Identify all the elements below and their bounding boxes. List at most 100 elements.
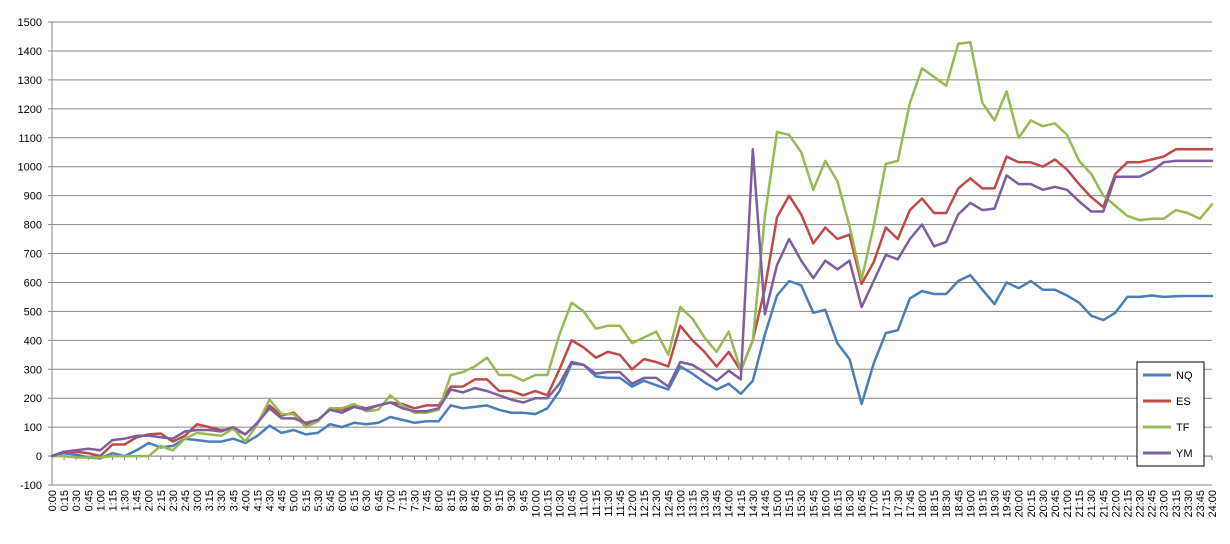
x-tick-label: 2:00 — [144, 490, 156, 511]
y-tick-label: 1000 — [18, 162, 42, 174]
x-tick-label: 13:15 — [687, 490, 699, 518]
x-tick-label: 2:30 — [168, 490, 180, 511]
y-tick-label: 1200 — [18, 104, 42, 116]
x-tick-label: 12:00 — [627, 490, 639, 518]
y-tick-label: 400 — [24, 335, 42, 347]
x-tick-label: 6:45 — [373, 490, 385, 511]
legend-label-ym: YM — [1176, 448, 1193, 460]
series-lines — [50, 41, 1214, 460]
x-tick-label: 9:00 — [482, 490, 494, 511]
x-tick-label: 12:45 — [663, 490, 675, 518]
x-tick-label: 9:15 — [494, 490, 506, 511]
y-tick-label: 1300 — [18, 75, 42, 87]
y-tick-labels: -100 0 100 200 300 400 500 600 700 800 900 1000 1100… — [18, 17, 42, 492]
x-tick-label: 0:15 — [59, 490, 71, 511]
x-tick-label: 13:30 — [700, 490, 712, 518]
x-tick-label: 17:30 — [893, 490, 905, 518]
x-tick-label: 10:45 — [567, 490, 579, 518]
x-tick-label: 1:30 — [120, 490, 132, 511]
x-tick-label: 3:00 — [192, 490, 204, 511]
y-tick-label: 900 — [24, 191, 42, 203]
x-tick-label: 11:15 — [591, 490, 603, 517]
x-tick-label: 22:00 — [1110, 490, 1122, 518]
x-tick-label: 5:30 — [313, 490, 325, 511]
x-tick-label: 17:15 — [881, 490, 893, 518]
x-tick-label: 8:00 — [434, 490, 446, 511]
x-tick-label: 11:45 — [615, 490, 627, 517]
x-tick-label: 18:00 — [917, 490, 929, 518]
x-tick-label: 16:00 — [820, 490, 832, 518]
x-tick-label: 15:45 — [808, 490, 820, 518]
x-tick-label: 4:30 — [265, 490, 277, 511]
y-tick-label: 1500 — [18, 17, 42, 29]
x-tick-label: 15:30 — [796, 490, 808, 518]
series-line-tf — [50, 41, 1214, 459]
x-tick-label: 19:30 — [990, 490, 1002, 518]
x-tick-label: 9:30 — [506, 490, 518, 511]
x-tick-label: 21:45 — [1098, 490, 1110, 518]
y-tick-label: 700 — [24, 249, 42, 261]
x-tick-label: 10:00 — [530, 490, 542, 518]
x-tick-label: 22:45 — [1147, 490, 1159, 518]
x-tick-label: 7:45 — [422, 490, 434, 511]
y-tick-label: 800 — [24, 220, 42, 232]
x-tick-label: 17:00 — [869, 490, 881, 518]
series-line-nq — [50, 273, 1214, 460]
x-tick-label: 5:45 — [325, 490, 337, 511]
x-tick-label: 8:30 — [458, 490, 470, 511]
x-tick-label: 19:45 — [1002, 490, 1014, 518]
legend-label-es: ES — [1176, 396, 1191, 408]
x-tick-label: 19:00 — [965, 490, 977, 518]
x-tick-label: 15:00 — [772, 490, 784, 518]
x-tick-label: 12:30 — [651, 490, 663, 518]
x-tick-label: 6:30 — [361, 490, 373, 511]
x-tick-label: 20:45 — [1050, 490, 1062, 518]
x-tick-label: 23:30 — [1183, 490, 1195, 518]
x-tick-labels: 0:00 0:15 0:30 0:45 1:00 1:15 1:30 1:45 2:00 2:15… — [47, 490, 1219, 518]
x-tick-label: 1:15 — [107, 490, 119, 511]
x-tick-label: 10:15 — [542, 490, 554, 518]
x-tick-label: 21:00 — [1062, 490, 1074, 518]
x-tick-label: 21:15 — [1074, 490, 1086, 518]
x-tick-label: 15:15 — [784, 490, 796, 518]
x-tick-label: 18:45 — [953, 490, 965, 518]
x-tick-label: 16:15 — [832, 490, 844, 518]
x-tick-label: 24:00 — [1207, 490, 1219, 518]
y-tick-label: 500 — [24, 306, 42, 318]
y-tick-label: 300 — [24, 364, 42, 376]
x-tick-label: 23:15 — [1171, 490, 1183, 518]
y-tick-label: 600 — [24, 277, 42, 289]
x-tick-label: 4:15 — [252, 490, 264, 511]
x-tick-label: 22:30 — [1135, 490, 1147, 518]
x-tick-label: 14:15 — [736, 490, 748, 518]
x-tick-label: 17:45 — [905, 490, 917, 518]
x-tick-label: 14:30 — [748, 490, 760, 518]
x-tick-label: 13:00 — [675, 490, 687, 518]
x-tick-label: 9:45 — [518, 490, 530, 511]
y-tick-label: -100 — [20, 480, 42, 492]
x-tick-label: 3:15 — [204, 490, 216, 511]
y-tick-label: 200 — [24, 393, 42, 405]
x-tick-label: 7:00 — [385, 490, 397, 511]
x-tick-label: 6:15 — [349, 490, 361, 511]
y-tick-label: 100 — [24, 422, 42, 434]
x-tick-label: 1:45 — [132, 490, 144, 511]
x-tick-label: 18:15 — [929, 490, 941, 518]
legend: NQ ES TF YM — [1136, 361, 1205, 467]
x-tick-label: 11:30 — [603, 490, 615, 517]
x-tick-label: 5:00 — [289, 490, 301, 511]
x-tick-label: 23:00 — [1159, 490, 1171, 518]
x-tick-label: 3:45 — [228, 490, 240, 511]
x-tick-label: 16:30 — [845, 490, 857, 518]
x-tick-label: 8:15 — [446, 490, 458, 511]
x-tick-label: 7:30 — [410, 490, 422, 511]
x-tick-label: 20:30 — [1038, 490, 1050, 518]
x-tick-label: 12:15 — [639, 490, 651, 518]
x-tick-label: 6:00 — [337, 490, 349, 511]
x-tick-label: 20:15 — [1026, 490, 1038, 518]
gridlines — [52, 21, 1212, 486]
x-tick-label: 2:15 — [156, 490, 168, 511]
x-tick-label: 8:45 — [470, 490, 482, 511]
x-tick-label: 19:15 — [977, 490, 989, 518]
